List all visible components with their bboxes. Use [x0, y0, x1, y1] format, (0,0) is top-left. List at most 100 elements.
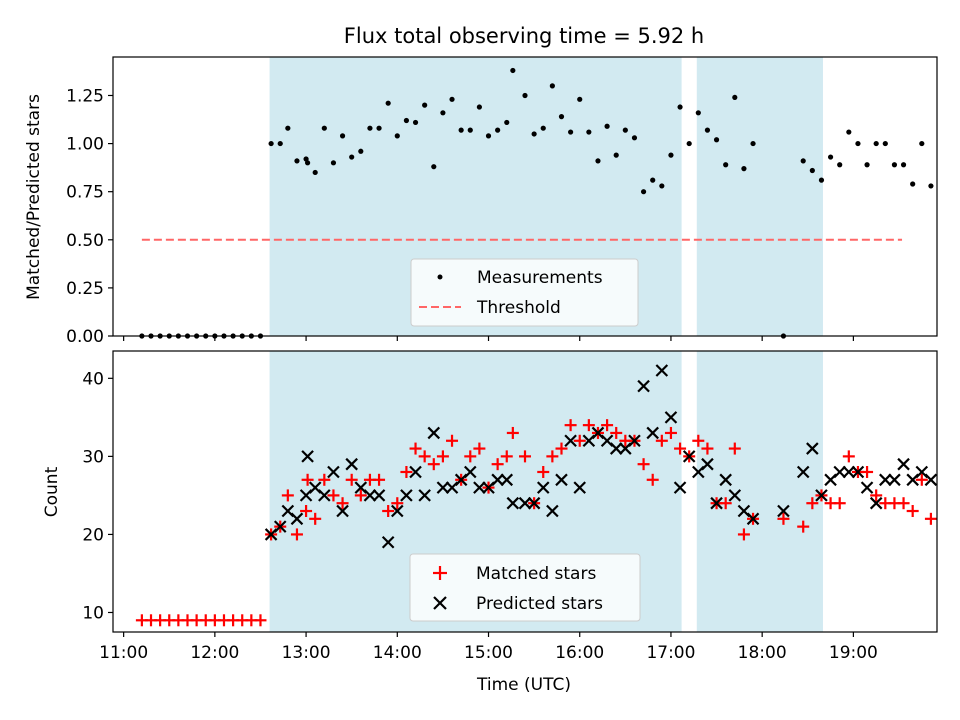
bottom-x-ticks: 11:00 12:00 13:00 14:00 15:00 16:00 17:00 18:00…: [99, 632, 878, 663]
matched-stars-point: [309, 512, 322, 525]
predicted-stars-point: [646, 426, 659, 440]
matched-stars-point: [254, 614, 267, 627]
predicted-stars-point: [536, 481, 550, 494]
measurements-point: [873, 140, 879, 147]
chart-title: Flux total observing time = 5.92 h: [344, 24, 704, 48]
predicted-stars-point: [372, 489, 386, 502]
predicted-stars-point: [564, 434, 577, 448]
measurements-point: [339, 133, 346, 139]
bottom-y-axis-label: Count: [42, 466, 62, 517]
measurements-point: [510, 67, 516, 74]
matched-stars-point: [500, 450, 513, 463]
predicted-stars-point: [473, 481, 486, 494]
predicted-stars-point: [400, 489, 413, 502]
measurements-point: [558, 114, 565, 120]
y-tick-label: 0.50: [66, 231, 104, 251]
predicted-stars-point: [719, 473, 732, 487]
measurements-point: [837, 162, 843, 168]
top-y-axis-label: Matched/Predicted stars: [24, 94, 44, 300]
measurements-point: [577, 96, 583, 102]
y-tick-label: 40: [82, 369, 104, 389]
matched-stars-point: [373, 473, 386, 486]
measurements-point: [304, 160, 311, 166]
measurements-point: [750, 140, 756, 147]
measurements-point: [846, 129, 852, 135]
predicted-stars-point: [637, 379, 650, 393]
matched-stars-point: [336, 497, 349, 510]
matched-stars-point: [506, 426, 519, 439]
predicted-stars-point: [609, 442, 623, 455]
matched-stars-point: [674, 442, 687, 455]
measurements-point: [349, 154, 355, 160]
measurements-point: [900, 162, 907, 168]
bottom-legend-box: [409, 553, 641, 622]
matched-stars-point: [861, 465, 874, 478]
x-tick-label: 16:00: [555, 643, 604, 663]
measurements-point: [285, 125, 291, 131]
y-tick-label: 1.00: [66, 135, 104, 155]
predicted-stars-point: [381, 535, 395, 549]
matched-stars-point: [400, 465, 413, 478]
measurements-point: [827, 154, 834, 160]
measurements-point: [330, 160, 337, 166]
predicted-stars-point: [290, 512, 304, 526]
predicted-stars-point: [815, 489, 828, 502]
measurements-point: [485, 133, 492, 139]
top-panel: 0.00 0.25 0.50 0.75 1.00 1.25 Matched/Predict…: [24, 56, 938, 347]
matched-stars-point: [436, 450, 449, 463]
measurements-point: [586, 129, 592, 135]
matched-stars-point: [418, 450, 431, 463]
predicted-stars-point: [409, 465, 422, 479]
matched-stars-point: [842, 450, 855, 463]
predicted-stars-point: [924, 473, 938, 487]
matched-stars-point: [870, 489, 883, 502]
predicted-stars-point: [806, 442, 819, 455]
y-tick-label: 10: [82, 603, 104, 623]
predicted-stars-point: [796, 465, 810, 479]
measurements-point: [312, 169, 318, 176]
matched-stars-point: [409, 442, 422, 455]
matched-stars-point: [564, 419, 577, 432]
top-legend: Measurements Threshold: [410, 258, 639, 327]
predicted-stars-point: [833, 465, 846, 479]
predicted-stars-point: [673, 481, 687, 494]
matched-stars-point: [719, 497, 732, 510]
predicted-stars-point: [427, 426, 441, 440]
measurements-point: [568, 129, 574, 135]
measurements-point: [686, 140, 692, 147]
y-tick-label: 30: [82, 447, 104, 467]
legend-measurements-label: Measurements: [477, 268, 603, 288]
measurements-point: [732, 94, 738, 101]
measurements-point: [412, 119, 419, 126]
x-axis-label: Time (UTC): [476, 675, 571, 695]
legend-predicted-stars-label: Predicted stars: [476, 594, 603, 614]
predicted-stars-point: [842, 465, 856, 479]
matched-stars-point: [692, 434, 705, 447]
predicted-stars-point: [318, 489, 331, 502]
measurements-point: [800, 158, 806, 164]
predicted-stars-point: [655, 364, 669, 377]
predicted-stars-point: [897, 457, 910, 471]
measurements-point: [458, 127, 464, 133]
measurements-point: [910, 181, 916, 187]
measurements-point: [604, 123, 610, 129]
measurements-point: [723, 162, 729, 168]
matched-stars-point: [637, 458, 650, 471]
matched-stars-point: [737, 528, 750, 541]
measurements-point: [440, 110, 446, 116]
y-tick-label: 1.25: [66, 86, 104, 106]
matched-stars-point: [446, 434, 459, 447]
matched-stars-point: [924, 512, 937, 525]
legend-threshold-label: Threshold: [476, 298, 561, 318]
predicted-stars-point: [701, 457, 714, 471]
matched-stars-point: [491, 458, 504, 471]
predicted-stars-point: [860, 481, 874, 494]
measurements-point: [622, 127, 628, 133]
predicted-stars-point: [682, 450, 696, 463]
top-y-ticks: 0.00 0.25 0.50 0.75 1.00 1.25: [66, 86, 113, 347]
bottom-data-series: [135, 364, 938, 627]
predicted-stars-point: [463, 465, 477, 479]
predicted-stars-point: [527, 496, 541, 510]
predicted-stars-point: [710, 496, 723, 510]
